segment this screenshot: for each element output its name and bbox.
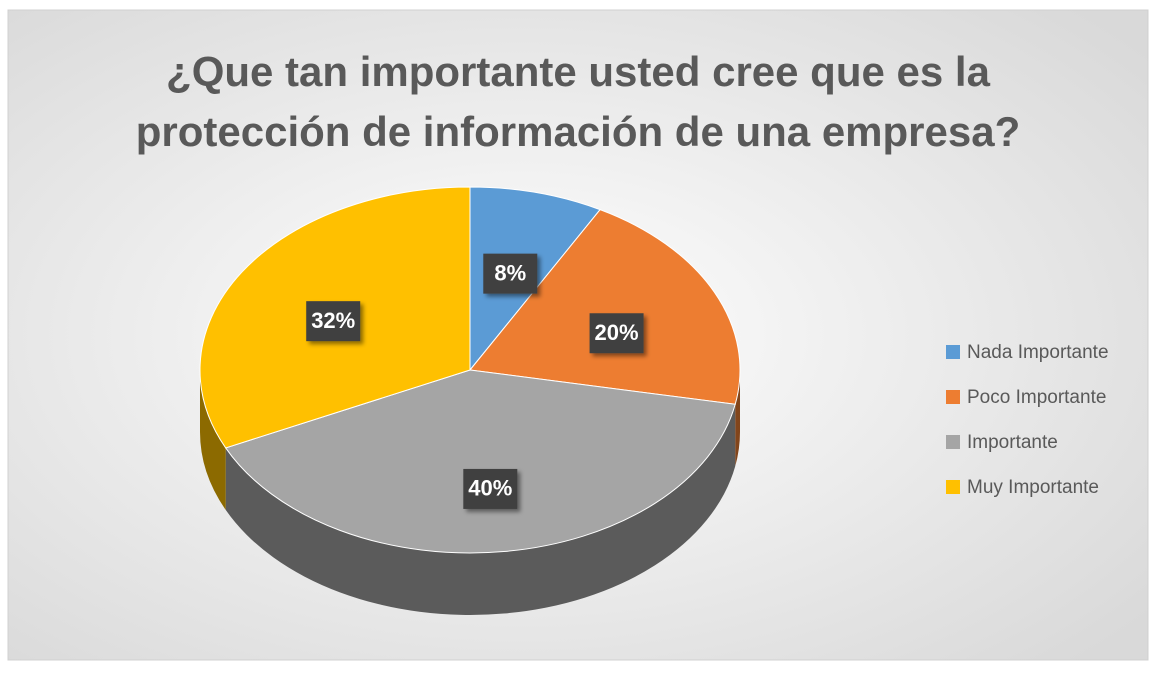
- legend-label: Poco Importante: [967, 387, 1106, 408]
- data-label: 40%: [468, 476, 512, 501]
- slice-side: [225, 404, 736, 615]
- legend-swatch: [946, 390, 960, 404]
- data-label: 20%: [595, 320, 639, 345]
- data-label-box: [589, 313, 644, 354]
- slice-side: [735, 370, 740, 467]
- data-label-box: [306, 301, 361, 342]
- legend-swatch: [946, 480, 960, 494]
- data-label: 8%: [494, 260, 526, 285]
- data-label-box: [463, 468, 518, 509]
- data-label: 32%: [311, 308, 355, 333]
- chart-title: ¿Que tan importante usted cree que es la…: [135, 48, 1021, 155]
- slice: [224, 369, 736, 554]
- legend-label: Muy Importante: [967, 477, 1099, 498]
- legend-label: Importante: [967, 432, 1058, 453]
- slice: [469, 209, 741, 405]
- legend-label: Nada Importante: [967, 342, 1109, 363]
- legend-swatch: [946, 345, 960, 359]
- slice-side: [200, 370, 226, 510]
- data-label-box: [483, 253, 538, 294]
- legend-swatch: [946, 435, 960, 449]
